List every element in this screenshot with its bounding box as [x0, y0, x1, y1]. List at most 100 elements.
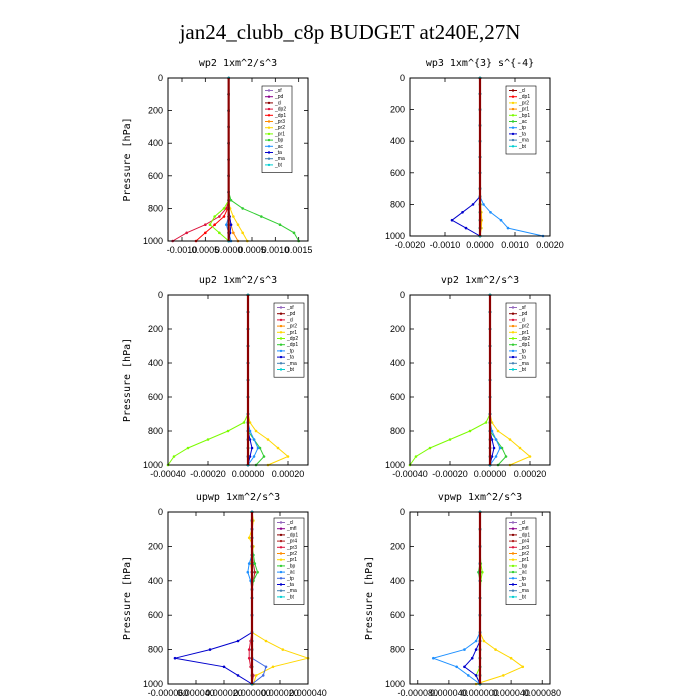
data-point: [482, 639, 486, 643]
data-point: [506, 226, 510, 230]
legend: _sf_pd_cl_pr2_pr1_dp2_dp1_tp_ta_ma_bt: [273, 302, 305, 378]
data-point: [502, 674, 505, 677]
legend-box: [505, 302, 537, 378]
legend-entry: _ma: [274, 156, 285, 162]
legend-marker: [511, 577, 515, 580]
data-point: [222, 207, 226, 210]
legend-entry: _dp2: [274, 107, 286, 113]
data-point: [474, 648, 478, 651]
y-tick-label: 400: [148, 358, 163, 368]
x-tick-label: 0.000020: [261, 688, 299, 698]
data-point: [474, 674, 478, 677]
legend-marker: [511, 558, 515, 561]
x-tick-label: 0.0010: [501, 240, 529, 250]
data-point: [204, 223, 207, 226]
y-tick-label: 1000: [385, 231, 405, 241]
panel-5: upwp 1xm^2/s^3 Pressure [hPa] 0 200 400 600 80…: [122, 492, 327, 698]
legend-marker: [511, 132, 515, 136]
legend-marker: [511, 95, 515, 98]
legend-marker: [511, 546, 515, 549]
panel-2: wp3 1xm^{3} s^{-4}02004006008001000-0.00…: [385, 58, 564, 250]
legend-entry: _tp: [518, 348, 526, 354]
legend-marker: [279, 324, 283, 328]
legend-entry: _ta: [274, 150, 282, 156]
y-tick-label: 400: [390, 576, 405, 586]
legend-entry: _pr1: [274, 131, 285, 137]
x-tick-label: -0.0010: [167, 245, 198, 255]
x-tick-label: -0.000060: [148, 688, 189, 698]
legend-entry: _ma: [518, 138, 529, 144]
data-point: [185, 231, 188, 235]
data-point: [278, 223, 282, 226]
legend-marker: [279, 539, 283, 543]
legend-marker: [511, 570, 515, 574]
legend-marker: [511, 583, 515, 586]
data-point: [450, 218, 454, 222]
legend-entry: _dp1: [518, 342, 530, 348]
data-point: [232, 231, 235, 235]
x-tick-label: -0.000080: [398, 688, 439, 698]
legend-marker: [267, 120, 271, 123]
legend-marker: [279, 362, 283, 365]
data-point: [500, 446, 504, 450]
data-point: [489, 211, 492, 214]
legend-entry: _cl: [518, 88, 525, 94]
y-tick-label: 800: [390, 199, 405, 209]
panel-3: up2 1xm^2/s^3 Pressure [hPa] 0 200 400 600 800…: [122, 275, 309, 479]
legend: _sf_pd_cl_pr2_pr1_dp2_dp1_tp_ta_ma_bt: [505, 302, 537, 378]
legend-marker: [279, 564, 283, 568]
x-tick-label: -0.00040: [392, 469, 428, 479]
data-point: [508, 438, 512, 441]
legend-marker: [279, 552, 283, 555]
data-point: [204, 231, 207, 235]
legend-box: [261, 85, 293, 173]
y-tick-label: 1000: [385, 679, 405, 689]
legend-marker: [511, 145, 515, 148]
x-tick-label: 0.0015: [285, 245, 313, 255]
legend-entry: _pr2: [518, 324, 529, 330]
y-tick-label: 200: [148, 106, 163, 116]
panel-title: vpwp 1xm^2/s^3: [438, 492, 522, 503]
legend-entry: _ma: [518, 361, 529, 367]
y-tick-label: 800: [390, 426, 405, 436]
x-tick-label: 0.000040: [430, 688, 468, 698]
data-point: [236, 223, 240, 226]
panel-title: vp2 1xm^2/s^3: [441, 275, 519, 286]
y-tick-label: 800: [148, 645, 163, 655]
legend-marker: [279, 527, 283, 530]
y-tick-label: 200: [390, 541, 405, 551]
data-point: [208, 648, 212, 651]
y-tick-label: 0: [158, 507, 163, 517]
legend-box: [505, 85, 537, 155]
legend-marker: [279, 343, 283, 346]
data-point: [222, 215, 226, 218]
legend-entry: _dp2: [286, 336, 298, 342]
legend-marker: [511, 138, 515, 142]
y-tick-label: 1000: [143, 236, 163, 246]
x-tick-label: 0.000000: [233, 688, 271, 698]
legend-marker: [511, 552, 515, 555]
data-point: [254, 674, 258, 677]
x-tick-label: 0.0020: [536, 240, 564, 250]
legend-entry: _bt: [286, 594, 295, 600]
data-point: [481, 570, 484, 574]
data-point: [528, 455, 532, 458]
legend-marker: [511, 324, 515, 328]
legend-entry: _pd: [518, 311, 528, 317]
data-point: [218, 215, 221, 218]
legend-entry: _cl: [286, 317, 293, 323]
legend-marker: [511, 533, 515, 537]
legend-entry: _dp1: [286, 532, 298, 538]
data-point: [246, 570, 250, 574]
data-point: [229, 198, 233, 202]
y-tick-label: 400: [148, 138, 163, 148]
panel-4: vp2 1xm^2/s^3 0 200 400 600 800 1000-0.00040 -0…: [385, 275, 551, 479]
x-tick-label: 0.0005: [238, 245, 266, 255]
legend-entry: _tp: [518, 125, 526, 131]
panel-title: wp3 1xm^{3} s^{-4}: [426, 58, 534, 69]
legend-marker: [511, 564, 515, 568]
data-point: [236, 639, 240, 643]
panel-title: upwp 1xm^2/s^3: [196, 492, 280, 503]
y-tick-label: 600: [148, 610, 163, 620]
y-tick-label: 0: [158, 290, 163, 300]
